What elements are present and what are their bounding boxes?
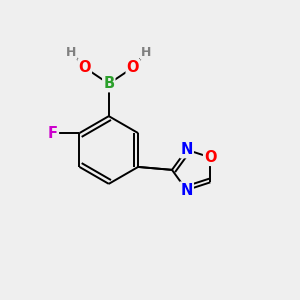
Text: H: H (66, 46, 76, 59)
Text: N: N (180, 182, 193, 197)
Text: N: N (180, 142, 193, 157)
Text: O: O (127, 60, 139, 75)
Text: O: O (78, 60, 91, 75)
Text: H: H (141, 46, 152, 59)
Text: F: F (48, 126, 58, 141)
Text: B: B (103, 76, 114, 91)
Text: O: O (204, 150, 217, 165)
